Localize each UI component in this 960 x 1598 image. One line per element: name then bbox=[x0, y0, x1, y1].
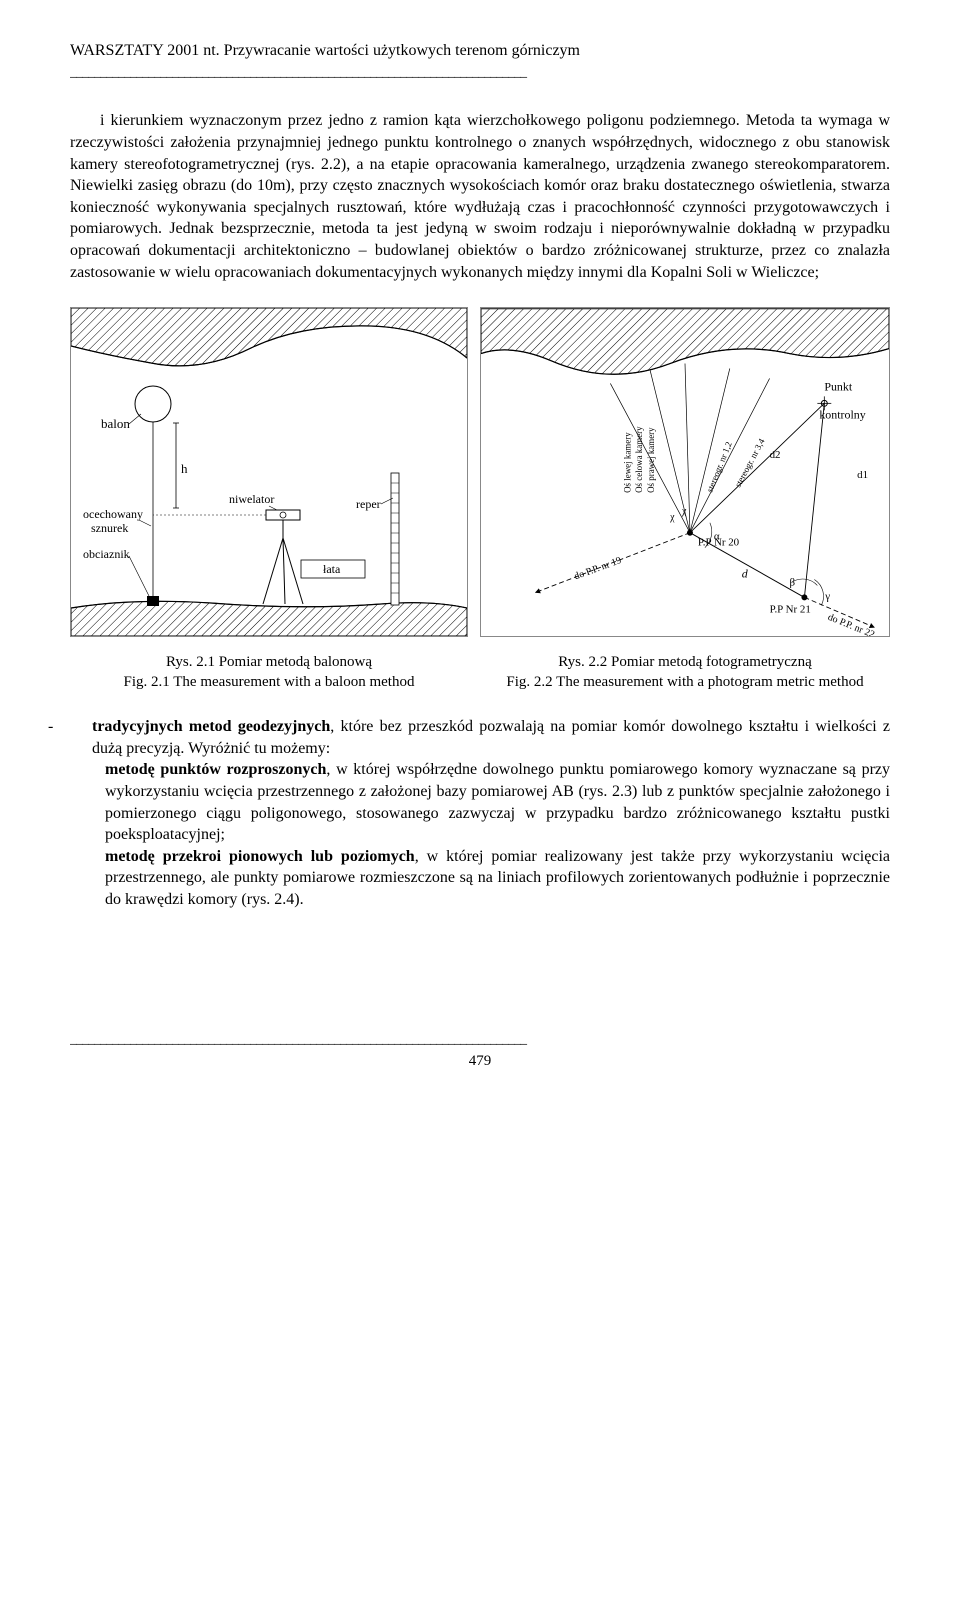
label-lata: łata bbox=[323, 562, 341, 576]
label-st12: stereogr. nr 1,2 bbox=[704, 440, 733, 493]
label-pp19: do P.P. nr 19 bbox=[573, 555, 623, 582]
list-bold: tradycyjnych metod geodezyjnych bbox=[92, 718, 330, 735]
label-d: d bbox=[742, 567, 748, 581]
label-niwelator: niwelator bbox=[229, 492, 274, 506]
sub2-bold: metodę przekroi pionowych lub poziomych bbox=[105, 848, 415, 865]
list-item-geodesy: -tradycyjnych metod geodezyjnych, które … bbox=[70, 716, 890, 910]
label-d2: d2 bbox=[770, 449, 781, 461]
label-kontrolny: kontrolny bbox=[819, 407, 865, 421]
label-os-prawej: Oś prawej kamery bbox=[646, 427, 656, 493]
sub-item-2: metodę przekroi pionowych lub poziomych,… bbox=[105, 846, 890, 911]
page-header: WARSZTATY 2001 nt. Przywracanie wartości… bbox=[70, 40, 890, 62]
label-ocechowany: ocechowany bbox=[83, 507, 143, 521]
label-os-celowa: Oś celowa kamery bbox=[634, 426, 644, 493]
label-beta: β bbox=[789, 577, 795, 589]
cap-left-b: Fig. 2.1 The measurement with a baloon m… bbox=[70, 673, 468, 693]
header-rule: ________________________________________… bbox=[70, 64, 890, 83]
body-paragraph: i kierunkiem wyznaczonym przez jedno z r… bbox=[70, 110, 890, 283]
caption-left: Rys. 2.1 Pomiar metodą balonową Fig. 2.1… bbox=[70, 653, 468, 692]
footer-rule: ________________________________________… bbox=[70, 1031, 890, 1050]
sub-item-1: metodę punktów rozproszonych, w której w… bbox=[105, 759, 890, 845]
figures-row: balon h ocechowany sznurek niwelator rep… bbox=[70, 307, 890, 637]
sub1-bold: metodę punktów rozproszonych bbox=[105, 761, 326, 778]
label-chi2: χ bbox=[681, 506, 687, 517]
cap-right-a: Rys. 2.2 Pomiar metodą fotogrametryczną bbox=[480, 653, 890, 673]
figure-2-2: χ χ Punkt kontrolny Oś lewej kamery Oś c… bbox=[480, 307, 890, 637]
cap-right-b: Fig. 2.2 The measurement with a photogra… bbox=[480, 673, 890, 693]
label-reper: reper bbox=[356, 497, 381, 511]
page-number: 479 bbox=[70, 1051, 890, 1071]
cap-left-a: Rys. 2.1 Pomiar metodą balonową bbox=[70, 653, 468, 673]
dash-icon: - bbox=[70, 716, 92, 738]
label-pp21: P.P Nr 21 bbox=[770, 604, 811, 616]
label-gamma: γ bbox=[824, 591, 830, 603]
label-h: h bbox=[181, 461, 188, 476]
label-sznurek: sznurek bbox=[91, 521, 128, 535]
label-pp22: do P.P. nr 22 bbox=[826, 612, 876, 636]
label-balon: balon bbox=[101, 416, 130, 431]
caption-right: Rys. 2.2 Pomiar metodą fotogrametryczną … bbox=[480, 653, 890, 692]
label-obciaznik: obciaznik bbox=[83, 547, 130, 561]
label-os-lewej: Oś lewej kamery bbox=[622, 432, 632, 493]
figure-2-1: balon h ocechowany sznurek niwelator rep… bbox=[70, 307, 468, 637]
label-chi1: χ bbox=[669, 512, 675, 523]
label-d1: d1 bbox=[857, 469, 868, 481]
label-st34: stereogr. nr 3,4 bbox=[733, 437, 767, 489]
label-alpha: α bbox=[714, 531, 720, 543]
captions-row: Rys. 2.1 Pomiar metodą balonową Fig. 2.1… bbox=[70, 653, 890, 692]
label-punkt: Punkt bbox=[824, 380, 853, 394]
